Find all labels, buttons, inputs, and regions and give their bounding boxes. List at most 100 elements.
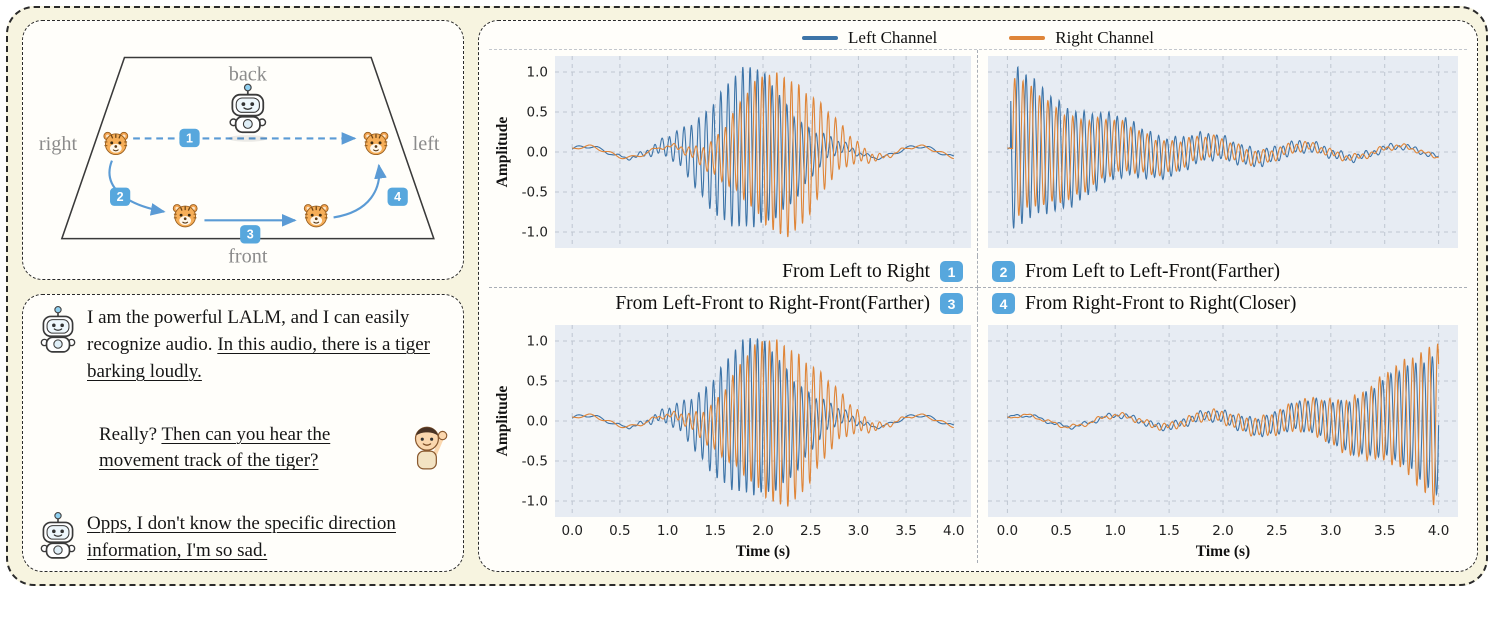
figure-background: back front right left 1 (6, 6, 1488, 586)
left-channel-wave (571, 66, 955, 228)
waveform-plot: 1.0 0.5 0.0 -0.5 -1.0 Amplitude (494, 56, 971, 248)
x-tick-label: 0.0 (997, 523, 1018, 539)
y-tick-label: 1.0 (527, 334, 548, 350)
chart-caption-text: From Left to Left-Front(Farther) (1025, 260, 1281, 282)
waveform-plot (988, 56, 1458, 248)
plain-text: I am the powerful LALM, and I can easily… (87, 307, 410, 355)
x-tick-label: 0.0 (561, 523, 582, 539)
user-message-text: Really? Then can you hear the movement t… (99, 422, 399, 476)
robot-message-1: I am the powerful LALM, and I can easily… (37, 305, 449, 386)
chart-caption-2: 2 From Left to Left-Front(Farther) (978, 256, 1467, 288)
plain-text: Really? (99, 423, 162, 445)
x-tick-label: 4.0 (943, 523, 964, 539)
tiger-right-icon (363, 131, 389, 156)
robot-message-2-text: Opps, I don't know the specific directio… (87, 511, 443, 565)
x-tick-label: 2.0 (1212, 523, 1233, 539)
robot-message-2: Opps, I don't know the specific directio… (37, 511, 449, 565)
robot-shadow (228, 135, 268, 142)
x-tick-label: 3.0 (848, 523, 869, 539)
waveform-panel: Left Channel Right Channel 1.0 0.5 0.0 -0.5… (478, 20, 1478, 572)
x-tick-label: 1.0 (1104, 523, 1125, 539)
scene-diagram: back front right left 1 (39, 56, 440, 268)
back-label: back (229, 64, 268, 86)
chart-caption-3: From Left-Front to Right-Front(Farther) 3 (489, 288, 978, 319)
right-channel-wave (572, 339, 954, 507)
waveform-chart-3: 1.0 0.5 0.0 -0.5 -1.0 Amplitude 0.0 0.5 1.0 1.5 2.… (489, 319, 978, 563)
x-tick-label: 2.5 (800, 523, 821, 539)
robot-listener-icon (229, 83, 267, 134)
track-badge: 1 (940, 261, 963, 282)
waveform-plot: 1.0 0.5 0.0 -0.5 -1.0 Amplitude 0.0 0.5 1.0 1.5 2.… (494, 325, 971, 560)
x-tick-label: 1.0 (657, 523, 678, 539)
x-tick-label: 2.0 (752, 523, 773, 539)
x-tick-label: 1.5 (1158, 523, 1179, 539)
underlined-text: In this audio, there is a tiger barking … (87, 333, 430, 382)
dialogue-panel: I am the powerful LALM, and I can easily… (22, 294, 464, 572)
y-axis-label: Amplitude (494, 386, 511, 457)
chart-caption-4: 4 From Right-Front to Right(Closer) (978, 288, 1467, 319)
robot-avatar-icon (37, 511, 79, 561)
right-channel-wave (1007, 343, 1440, 506)
y-tick-label: 0.5 (527, 105, 548, 121)
left-column: back front right left 1 (22, 20, 464, 572)
chart-caption-text: From Right-Front to Right(Closer) (1025, 292, 1297, 314)
y-tick-label: -0.5 (522, 185, 548, 201)
track-badge: 3 (940, 293, 963, 314)
right-label: right (39, 133, 78, 155)
left-label: left (413, 133, 440, 155)
left-channel-wave (571, 337, 955, 496)
x-tick-label: 3.5 (895, 523, 916, 539)
y-tick-label: -0.5 (522, 454, 548, 470)
tiger-front-left-icon (172, 203, 198, 228)
person-avatar-icon (407, 422, 449, 472)
waveform-chart-4: 0.0 0.5 1.0 1.5 2.0 2.5 3.0 3.5 4.0 Time (s) (978, 319, 1467, 563)
chart-legend: Left Channel Right Channel (489, 27, 1467, 49)
tiger-front-right-icon (303, 203, 329, 228)
y-tick-label: -1.0 (522, 494, 548, 510)
y-tick-label: 0.0 (527, 145, 548, 161)
y-axis-label: Amplitude (494, 117, 511, 188)
charts-grid: 1.0 0.5 0.0 -0.5 -1.0 Amplitude From Left to … (489, 49, 1467, 563)
y-tick-label: -1.0 (522, 225, 548, 241)
legend-right-channel: Right Channel (1009, 28, 1154, 48)
scene-diagram-panel: back front right left 1 (22, 20, 464, 280)
x-tick-label: 0.5 (1051, 523, 1072, 539)
x-tick-label: 1.5 (705, 523, 726, 539)
robot-message-1-text: I am the powerful LALM, and I can easily… (87, 305, 443, 386)
left-channel-line-icon (802, 36, 839, 40)
legend-left-channel: Left Channel (802, 28, 937, 48)
user-message: Really? Then can you hear the movement t… (37, 422, 449, 476)
tiger-left-icon (103, 131, 129, 156)
svg-text:4: 4 (394, 190, 401, 204)
svg-text:2: 2 (117, 190, 124, 204)
waveform-chart-2 (978, 50, 1467, 256)
x-tick-label: 3.0 (1320, 523, 1341, 539)
underlined-text: Then can you hear the movement track of … (99, 423, 331, 472)
x-tick-label: 2.5 (1266, 523, 1287, 539)
x-tick-label: 4.0 (1428, 523, 1449, 539)
left-channel-wave (1007, 65, 1439, 229)
right-channel-line-icon (1009, 36, 1046, 40)
x-tick-label: 3.5 (1374, 523, 1395, 539)
track-badge: 2 (992, 261, 1015, 282)
waveform-chart-1: 1.0 0.5 0.0 -0.5 -1.0 Amplitude (489, 50, 978, 256)
track-badge-2: 2 (110, 187, 131, 206)
room-trapezoid (60, 56, 435, 240)
chart-caption-text: From Left-Front to Right-Front(Farther) (615, 292, 930, 314)
y-tick-label: 0.0 (527, 414, 548, 430)
underlined-text: Opps, I don't know the specific directio… (87, 513, 396, 562)
x-tick-label: 0.5 (609, 523, 630, 539)
svg-text:3: 3 (247, 228, 254, 242)
front-label: front (228, 246, 268, 268)
y-tick-label: 1.0 (527, 65, 548, 81)
svg-text:1: 1 (186, 131, 193, 145)
legend-right-label: Right Channel (1055, 28, 1154, 47)
track-badge-3: 3 (240, 225, 261, 244)
track-badge: 4 (992, 293, 1015, 314)
chart-caption-text: From Left to Right (782, 260, 930, 282)
chart-caption-1: From Left to Right 1 (489, 256, 978, 288)
y-tick-label: 0.5 (527, 374, 548, 390)
x-axis-label: Time (s) (736, 543, 790, 560)
track-badge-4: 4 (387, 187, 408, 206)
